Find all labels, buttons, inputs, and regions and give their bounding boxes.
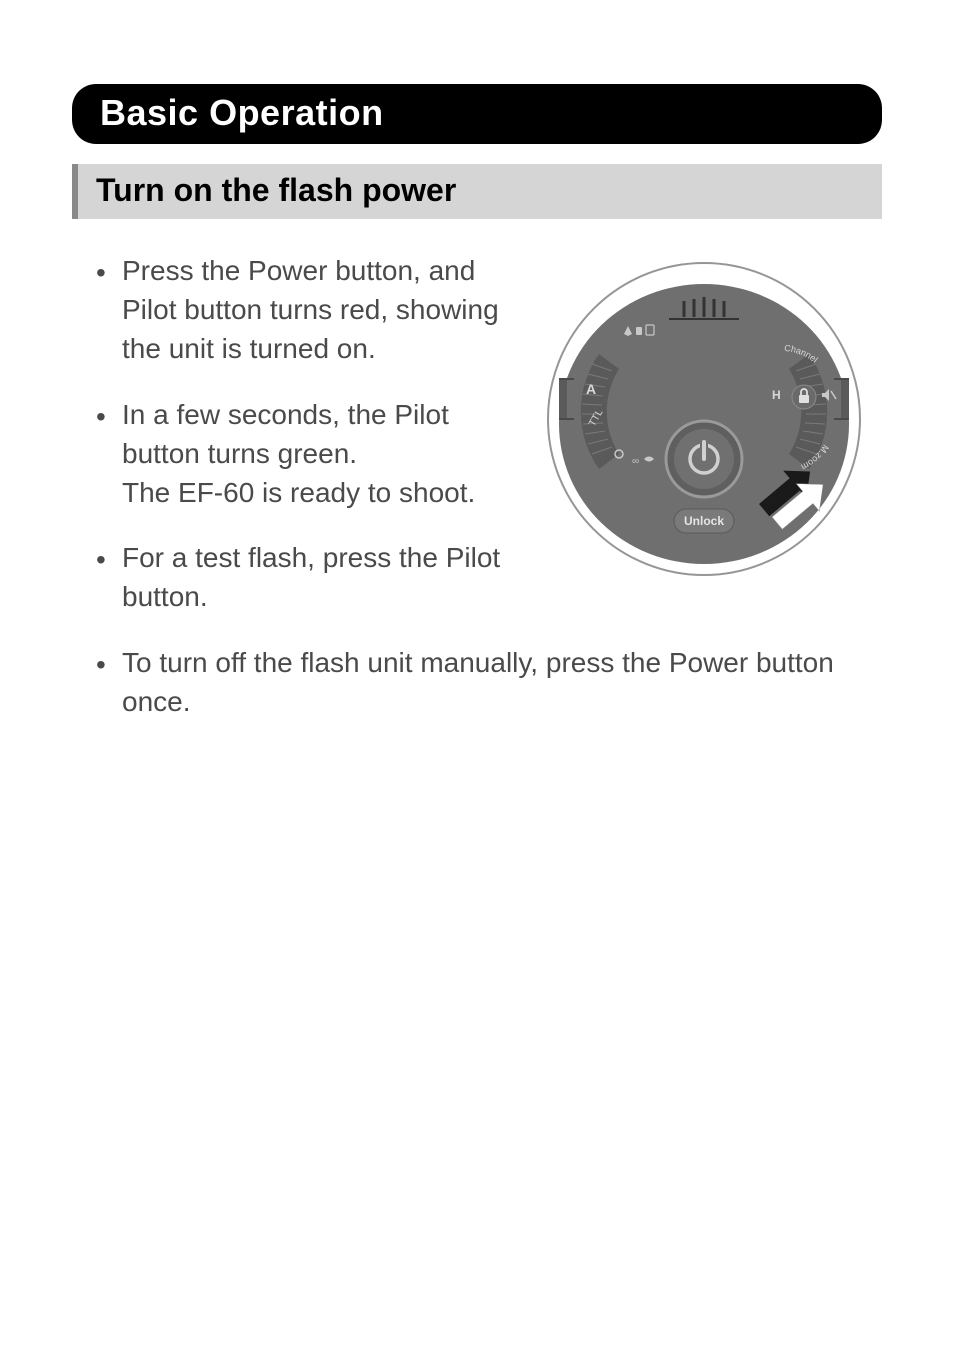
device-dial-svg: A TTL ∞ — [544, 259, 864, 579]
bullet-text: In a few seconds, the Pilot button turns… — [122, 395, 514, 513]
bullet-marker: • — [96, 395, 122, 513]
illustration-column: A TTL ∞ — [534, 251, 874, 643]
bullet-marker: • — [96, 643, 122, 721]
svg-text:H: H — [772, 388, 781, 402]
bullet-marker: • — [96, 251, 122, 369]
bullet-text: Press the Power button, and Pilot button… — [122, 251, 514, 369]
svg-text:∞: ∞ — [632, 456, 639, 467]
bullet-item: • To turn off the flash unit manually, p… — [96, 643, 874, 721]
svg-text:A: A — [586, 381, 596, 397]
content-row: • Press the Power button, and Pilot butt… — [72, 251, 882, 643]
bullet-marker: • — [96, 538, 122, 616]
bullet-text: To turn off the flash unit manually, pre… — [122, 643, 874, 721]
full-width-bullets: • To turn off the flash unit manually, p… — [72, 643, 882, 721]
subsection-title: Turn on the flash power — [72, 164, 882, 219]
bullet-item: • In a few seconds, the Pilot button tur… — [96, 395, 514, 513]
bullet-text: For a test flash, press the Pilot button… — [122, 538, 514, 616]
device-dial-illustration: A TTL ∞ — [544, 259, 864, 579]
section-title: Basic Operation — [72, 84, 882, 144]
unlock-label: Unlock — [684, 514, 724, 528]
text-column: • Press the Power button, and Pilot butt… — [96, 251, 514, 643]
bullet-item: • For a test flash, press the Pilot butt… — [96, 538, 514, 616]
bullet-item: • Press the Power button, and Pilot butt… — [96, 251, 514, 369]
